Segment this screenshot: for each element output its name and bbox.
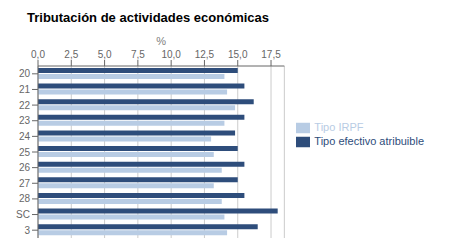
svg-text:7,5: 7,5 (131, 49, 145, 60)
svg-text:5,0: 5,0 (98, 49, 112, 60)
svg-text:3: 3 (24, 225, 30, 236)
svg-text:21: 21 (19, 84, 31, 95)
svg-text:2,5: 2,5 (64, 49, 78, 60)
svg-text:28: 28 (19, 193, 31, 204)
svg-text:12,5: 12,5 (195, 49, 215, 60)
svg-text:20: 20 (19, 68, 31, 79)
svg-text:22: 22 (19, 100, 31, 111)
svg-text:10,0: 10,0 (161, 49, 181, 60)
svg-text:%: % (156, 35, 166, 47)
svg-text:24: 24 (19, 131, 31, 142)
html-text:Tributación de actividades eco: Tributación de actividades económicas (27, 10, 269, 25)
svg-text:26: 26 (19, 162, 31, 173)
svg-text:17,5: 17,5 (261, 49, 281, 60)
svg-text:25: 25 (19, 147, 31, 158)
html-text:Tipo IRPF: Tipo IRPF (314, 120, 364, 133)
svg-text:0,0: 0,0 (31, 49, 45, 60)
svg-text:23: 23 (19, 115, 31, 126)
html-text:Tipo efectivo atribuible: Tipo efectivo atribuible (314, 135, 424, 147)
svg-text:27: 27 (19, 178, 31, 189)
svg-text:15,0: 15,0 (228, 49, 248, 60)
svg-text:SC: SC (16, 209, 30, 220)
